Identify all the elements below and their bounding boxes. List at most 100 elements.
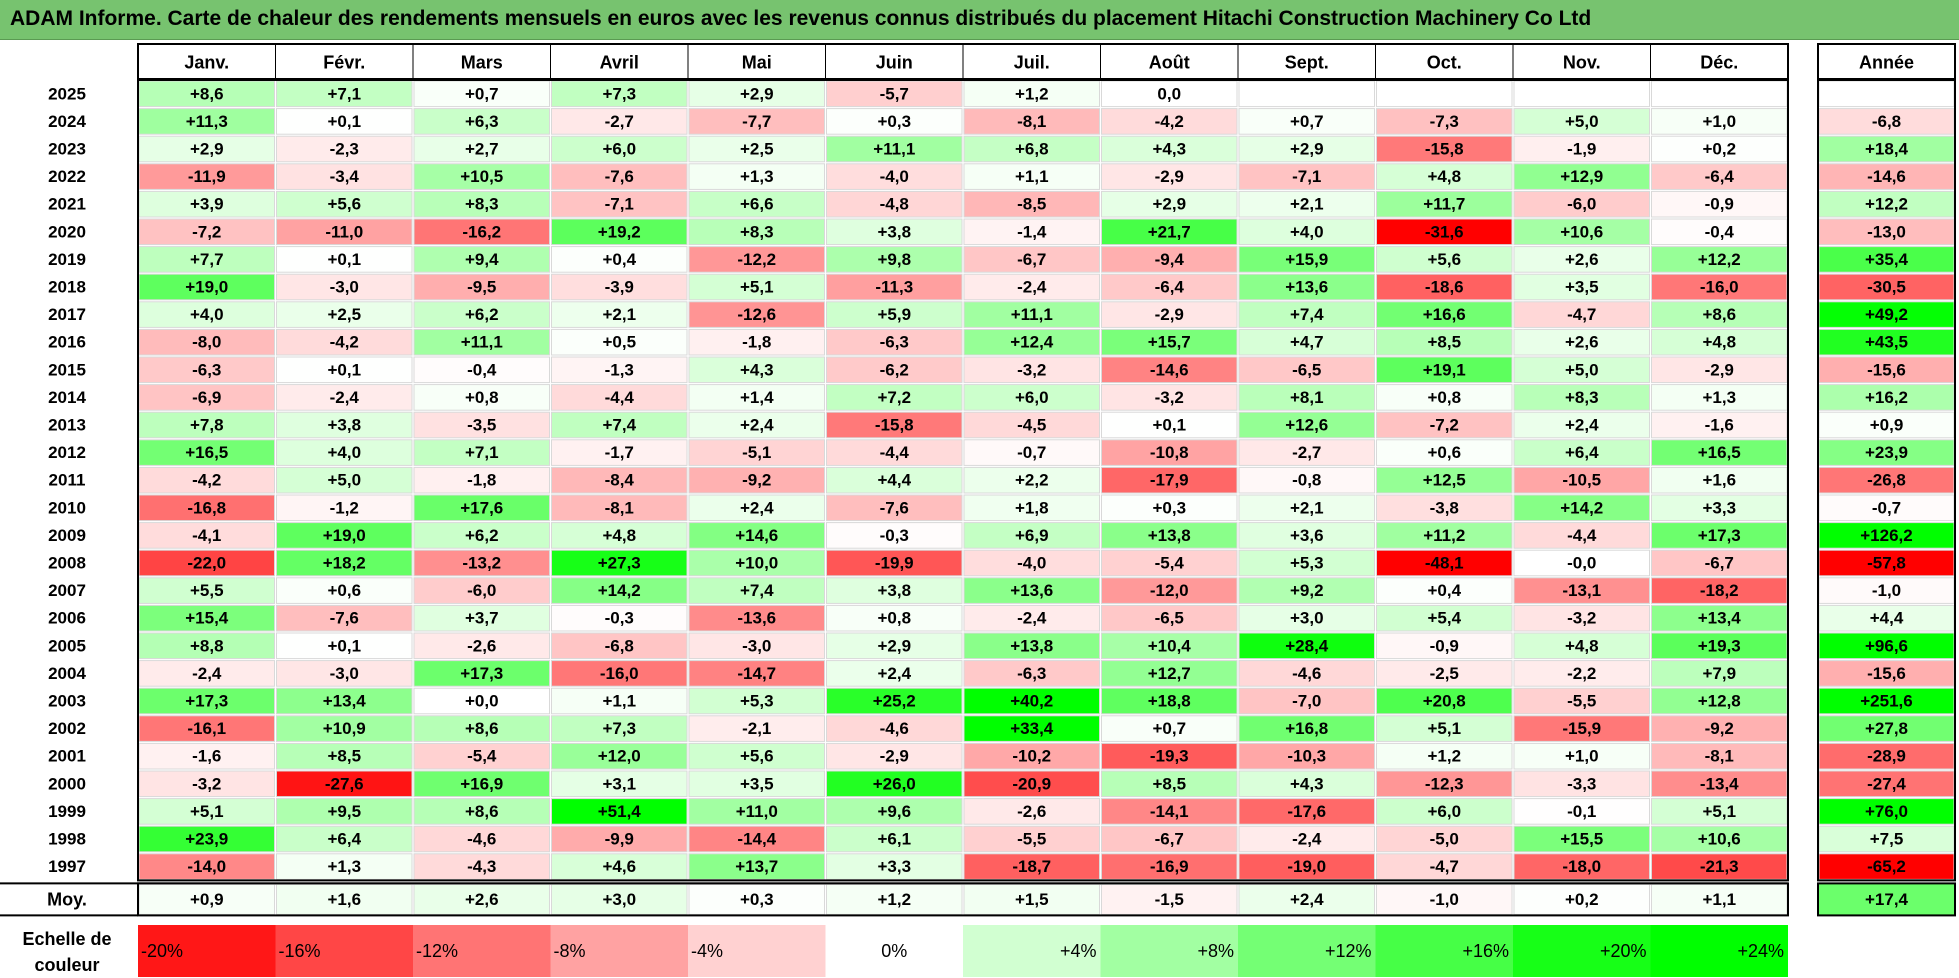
cell-value: +0,4 [602, 250, 636, 269]
heatmap-cell [1513, 466, 1650, 494]
scale-swatch [1375, 925, 1513, 977]
cell-value: +7,2 [877, 388, 911, 407]
scale-swatch-label: 0% [881, 941, 907, 961]
cell-value: +6,3 [465, 112, 499, 131]
heatmap-cell [138, 411, 275, 439]
cell-value: +11,2 [1423, 526, 1465, 545]
heatmap-cell [1101, 108, 1238, 135]
scale-swatch-label: -8% [554, 941, 586, 961]
cell-value: -0,9 [1430, 636, 1459, 655]
cell-value: +7,9 [1702, 664, 1736, 683]
annual-cell [1818, 770, 1955, 798]
heatmap-cell [551, 632, 688, 660]
cell-value: +5,6 [327, 195, 361, 214]
heatmap-cell [1238, 328, 1375, 356]
heatmap-cell [1513, 577, 1650, 604]
cell-value: +11,0 [736, 802, 778, 821]
cell-value: +3,8 [877, 581, 911, 600]
heatmap-cell [413, 577, 550, 604]
heatmap-cell [963, 328, 1100, 356]
cell-value: +13,4 [1698, 609, 1742, 628]
heatmap-cell [1513, 687, 1650, 715]
annual-cell [1818, 218, 1955, 246]
avg-cell [551, 883, 688, 915]
cell-value: +3,3 [1702, 498, 1736, 517]
cell-value: -12,0 [1150, 581, 1189, 600]
cell-value: -15,8 [1425, 140, 1464, 159]
heatmap-cell [413, 660, 550, 687]
cell-value: +4,6 [602, 857, 636, 876]
cell-value: -8,1 [605, 498, 634, 517]
cell-value: +8,5 [1152, 774, 1186, 793]
cell-value: -2,6 [1017, 802, 1046, 821]
cell-value: -18,6 [1425, 278, 1464, 297]
heatmap-cell [1101, 218, 1238, 246]
heatmap-cell [551, 549, 688, 577]
avg-value: +1,1 [1702, 890, 1736, 909]
heatmap-cell [1376, 798, 1513, 825]
cell-value: +51,4 [598, 802, 642, 821]
heatmap-cell [1238, 439, 1375, 466]
heatmap-cell [276, 163, 413, 190]
year-label: 2005 [48, 636, 86, 655]
month-header: Sept. [1285, 53, 1329, 73]
cell-value: +8,5 [327, 747, 361, 766]
cell-value: +2,4 [740, 416, 774, 435]
cell-value: -8,0 [192, 333, 221, 352]
heatmap-cell [1101, 273, 1238, 301]
annual-value: +126,2 [1860, 526, 1912, 545]
heatmap-cell [1513, 135, 1650, 163]
heatmap-cell [826, 384, 963, 411]
heatmap-cell [688, 715, 825, 742]
cell-value: -1,8 [742, 333, 771, 352]
heatmap-cell [1513, 770, 1650, 798]
annual-cell [1818, 798, 1955, 825]
cell-value: +2,4 [740, 498, 774, 517]
cell-value: -3,2 [1567, 609, 1596, 628]
annual-value: -27,4 [1867, 774, 1906, 793]
annual-cell [1818, 577, 1955, 604]
heatmap-cell [963, 742, 1100, 770]
heatmap-cell [276, 218, 413, 246]
cell-value: -0,3 [880, 526, 909, 545]
avg-annual-value: +17,4 [1865, 890, 1909, 909]
cell-value: -12,3 [1425, 774, 1464, 793]
cell-value: +0,7 [1290, 112, 1324, 131]
heatmap-cell [276, 80, 413, 108]
heatmap-cell [688, 660, 825, 687]
cell-value: +8,3 [465, 195, 499, 214]
heatmap-cell [1238, 825, 1375, 853]
heatmap-cell [276, 466, 413, 494]
cell-value: -11,9 [188, 167, 226, 186]
cell-value: +3,5 [1565, 278, 1599, 297]
cell-value: -2,3 [330, 140, 359, 159]
heatmap-cell [826, 853, 963, 880]
cell-value: -17,9 [1150, 471, 1189, 490]
heatmap-cell [1238, 218, 1375, 246]
cell-value: -4,6 [880, 719, 909, 738]
cell-value: -6,2 [880, 360, 909, 379]
heatmap-cell [413, 715, 550, 742]
cell-value: +28,4 [1285, 636, 1329, 655]
cell-value: +1,2 [1015, 84, 1049, 103]
heatmap-cell [1513, 384, 1650, 411]
cell-value: +13,8 [1010, 636, 1053, 655]
heatmap-cell [1238, 577, 1375, 604]
cell-value: -15,8 [875, 416, 914, 435]
avg-cell [1101, 883, 1238, 915]
heatmap-cell [138, 108, 275, 135]
heatmap-cell [688, 632, 825, 660]
cell-value: +0,6 [327, 581, 361, 600]
cell-value: -6,5 [1155, 609, 1184, 628]
heatmap-cell [963, 384, 1100, 411]
cell-value: +3,3 [877, 857, 911, 876]
heatmap-cell [1101, 190, 1238, 218]
heatmap-cell [688, 190, 825, 218]
cell-value: +4,0 [1290, 222, 1324, 241]
heatmap-cell [138, 632, 275, 660]
heatmap-cell [138, 770, 275, 798]
heatmap-cell [1238, 356, 1375, 384]
cell-value: +5,1 [190, 802, 224, 821]
cell-value: +11,1 [1011, 305, 1053, 324]
cell-value: +18,2 [323, 554, 366, 573]
